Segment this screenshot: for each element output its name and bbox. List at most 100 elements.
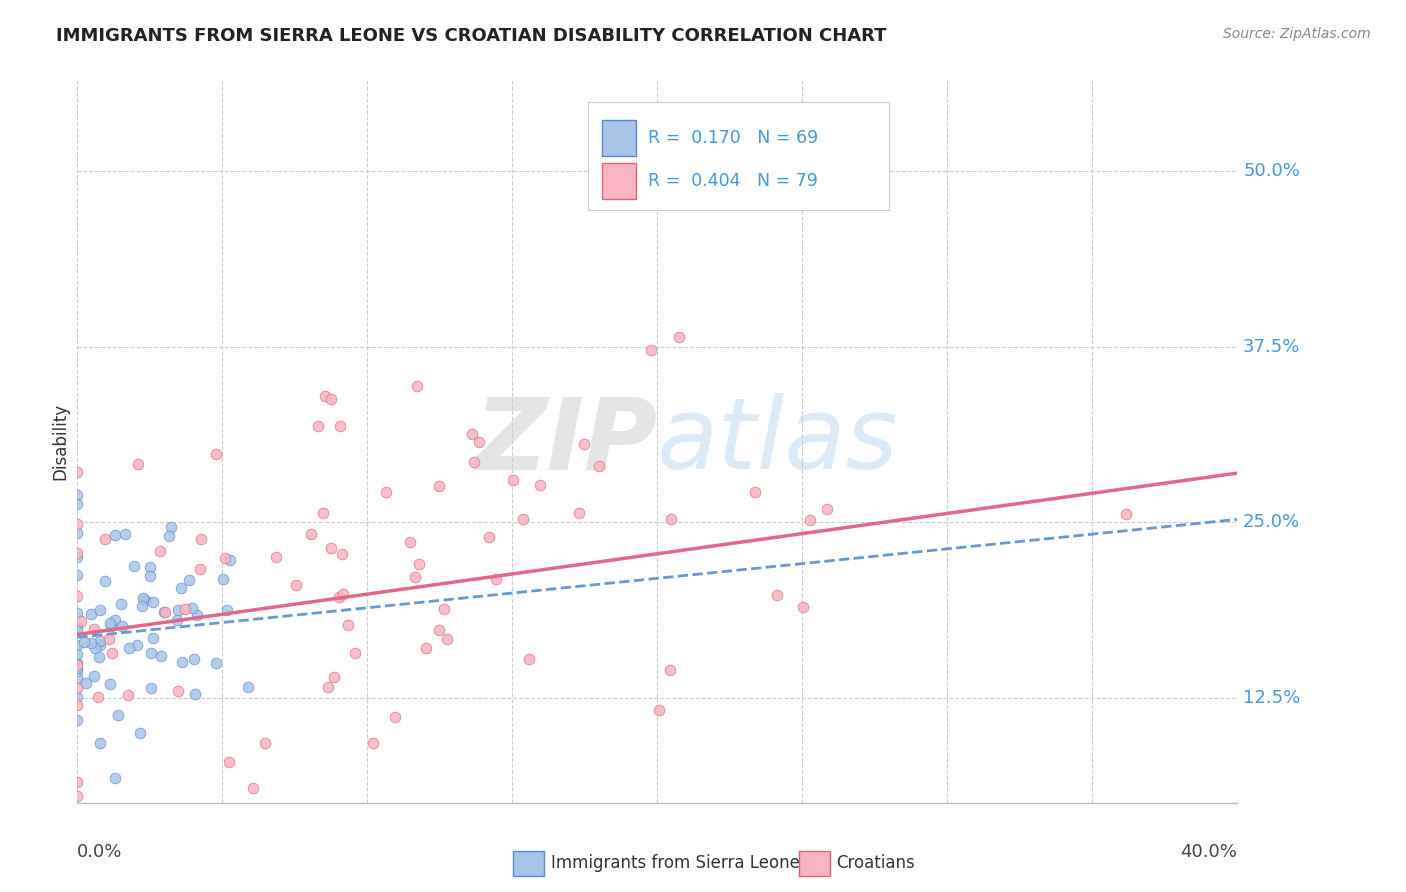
Point <box>166 613 188 627</box>
Point <box>512 512 534 526</box>
Point <box>184 687 207 701</box>
Point <box>101 646 124 660</box>
FancyBboxPatch shape <box>602 120 637 156</box>
Point <box>314 389 336 403</box>
Point <box>190 532 212 546</box>
Point <box>149 544 172 558</box>
Point <box>122 559 145 574</box>
Point <box>330 548 353 562</box>
Point <box>384 710 406 724</box>
Point <box>799 512 821 526</box>
Point <box>155 605 177 619</box>
Point <box>89 603 111 617</box>
Point <box>361 736 384 750</box>
Point <box>648 703 671 717</box>
Point <box>744 485 766 500</box>
Text: atlas: atlas <box>658 393 898 490</box>
Point <box>408 558 430 572</box>
Point <box>463 455 485 469</box>
Point <box>157 528 180 542</box>
Point <box>214 551 236 566</box>
Point <box>138 560 160 574</box>
Point <box>125 638 148 652</box>
Point <box>264 550 287 565</box>
Point <box>186 607 208 622</box>
Point <box>87 650 110 665</box>
Point <box>66 498 89 512</box>
Text: Croatians: Croatians <box>837 855 915 872</box>
Point <box>104 613 127 627</box>
Point <box>215 603 238 617</box>
Point <box>765 588 787 602</box>
Point <box>127 457 149 471</box>
Point <box>66 589 89 603</box>
Point <box>529 478 551 492</box>
Point <box>792 599 814 614</box>
Point <box>253 736 276 750</box>
Point <box>66 681 89 696</box>
Point <box>180 600 202 615</box>
Point <box>80 607 103 621</box>
Point <box>205 447 228 461</box>
Point <box>815 502 838 516</box>
Point <box>328 590 350 604</box>
Point <box>131 599 153 614</box>
Point <box>167 684 190 698</box>
Point <box>66 671 89 685</box>
Point <box>170 581 193 595</box>
Point <box>66 656 89 670</box>
Point <box>141 681 163 695</box>
Point <box>139 569 162 583</box>
Point <box>107 708 129 723</box>
Point <box>1115 507 1137 521</box>
Point <box>66 619 89 633</box>
Point <box>406 379 429 393</box>
Point <box>399 535 422 549</box>
FancyBboxPatch shape <box>588 102 890 211</box>
Text: IMMIGRANTS FROM SIERRA LEONE VS CROATIAN DISABILITY CORRELATION CHART: IMMIGRANTS FROM SIERRA LEONE VS CROATIAN… <box>56 27 887 45</box>
Text: Source: ZipAtlas.com: Source: ZipAtlas.com <box>1223 27 1371 41</box>
Point <box>374 484 396 499</box>
Point <box>344 646 367 660</box>
Point <box>129 726 152 740</box>
Point <box>104 527 127 541</box>
Point <box>66 774 89 789</box>
Point <box>321 541 343 555</box>
Point <box>436 632 458 646</box>
Point <box>89 638 111 652</box>
Point <box>150 648 173 663</box>
Point <box>66 517 89 532</box>
Text: 37.5%: 37.5% <box>1243 338 1301 356</box>
Point <box>321 392 343 407</box>
Text: 0.0%: 0.0% <box>77 843 122 861</box>
Point <box>117 688 139 702</box>
Point <box>659 512 682 526</box>
Point <box>285 578 308 592</box>
Point <box>153 606 176 620</box>
Point <box>66 606 89 620</box>
Point <box>66 546 89 560</box>
Point <box>415 641 437 656</box>
Point <box>212 572 235 586</box>
Point <box>75 675 97 690</box>
Point <box>174 602 197 616</box>
Point <box>139 646 162 660</box>
Text: 25.0%: 25.0% <box>1243 513 1301 532</box>
Point <box>83 640 105 655</box>
Point <box>640 343 662 357</box>
Point <box>427 479 450 493</box>
Point <box>80 636 103 650</box>
Point <box>329 419 352 434</box>
Point <box>427 624 450 638</box>
Point <box>502 473 524 487</box>
Point <box>404 570 426 584</box>
Point <box>66 549 89 564</box>
Point <box>66 638 89 652</box>
Point <box>188 562 211 576</box>
Point <box>104 771 127 785</box>
Text: R =  0.404   N = 79: R = 0.404 N = 79 <box>648 172 818 190</box>
Point <box>242 780 264 795</box>
Point <box>100 619 122 633</box>
Point <box>66 466 89 480</box>
Point <box>66 526 89 541</box>
